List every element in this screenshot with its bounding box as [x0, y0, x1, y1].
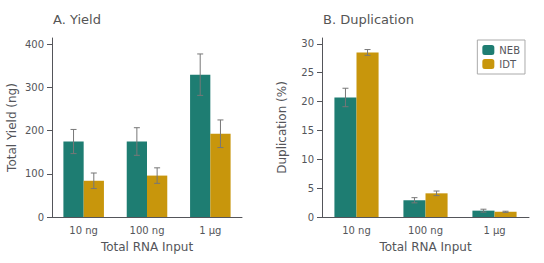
svg-text:Total RNA Input: Total RNA Input — [100, 240, 194, 254]
svg-text:300: 300 — [25, 82, 44, 93]
svg-text:NEB: NEB — [499, 45, 520, 56]
svg-text:10 ng: 10 ng — [69, 225, 98, 236]
svg-text:Total RNA Input: Total RNA Input — [378, 240, 472, 254]
svg-text:10 ng: 10 ng — [342, 225, 371, 236]
svg-text:5: 5 — [308, 183, 314, 194]
svg-text:A. Yield: A. Yield — [53, 12, 101, 27]
svg-text:1 μg: 1 μg — [483, 225, 505, 236]
svg-text:Duplication (%): Duplication (%) — [275, 81, 289, 174]
svg-text:30: 30 — [301, 38, 314, 49]
svg-text:B. Duplication: B. Duplication — [323, 12, 414, 27]
svg-text:25: 25 — [301, 67, 314, 78]
svg-text:100: 100 — [25, 168, 44, 179]
svg-text:100 ng: 100 ng — [130, 225, 165, 236]
svg-text:10: 10 — [301, 154, 314, 165]
svg-text:1 μg: 1 μg — [199, 225, 221, 236]
svg-text:0: 0 — [308, 212, 314, 223]
svg-text:20: 20 — [301, 96, 314, 107]
svg-text:100 ng: 100 ng — [408, 225, 443, 236]
svg-text:15: 15 — [301, 125, 314, 136]
svg-text:Total Yield (ng): Total Yield (ng) — [5, 83, 19, 173]
svg-text:IDT: IDT — [499, 59, 517, 70]
svg-text:0: 0 — [38, 212, 44, 223]
svg-text:200: 200 — [25, 125, 44, 136]
svg-text:400: 400 — [25, 39, 44, 50]
